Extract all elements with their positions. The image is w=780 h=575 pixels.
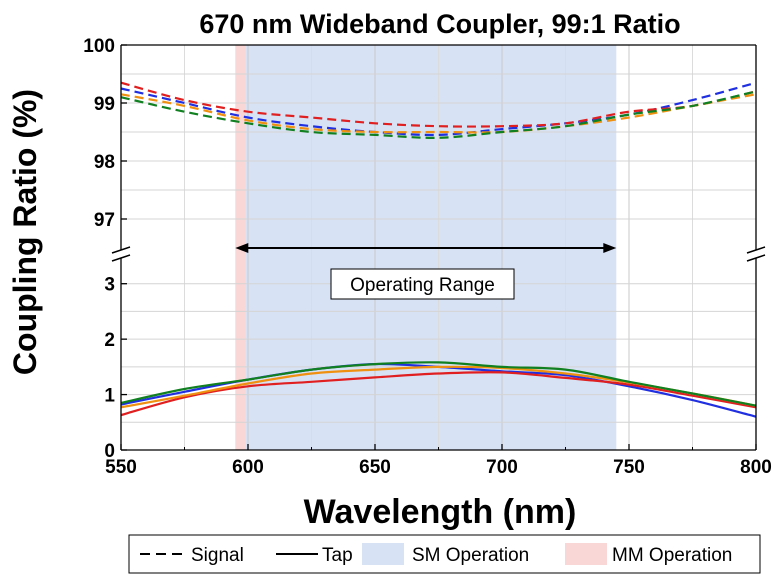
legend-label: SM Operation bbox=[412, 545, 529, 566]
y-tick-label-bottom: 2 bbox=[104, 330, 115, 351]
grid-lines bbox=[121, 45, 756, 450]
legend: Signal Tap SM Operation MM Operation bbox=[128, 534, 761, 574]
axis-break-mark bbox=[746, 254, 766, 262]
tap-line-7 bbox=[120, 361, 757, 407]
chart-title: 670 nm Wideband Coupler, 99:1 Ratio bbox=[199, 9, 680, 39]
signal-line-2 bbox=[120, 93, 757, 134]
operating-range-annotation: Operating Range bbox=[235, 243, 617, 300]
x-tick-label: 600 bbox=[232, 457, 264, 478]
x-tick-label: 750 bbox=[613, 457, 645, 478]
x-tick-label: 700 bbox=[486, 457, 518, 478]
y-axis-label: Coupling Ratio (%) bbox=[7, 89, 43, 375]
y-tick-label-top: 100 bbox=[83, 36, 115, 57]
legend-band-swatch bbox=[565, 543, 607, 565]
y-tick-label-bottom: 3 bbox=[104, 275, 115, 296]
axis-break-mark bbox=[111, 246, 131, 254]
operating-range-label: Operating Range bbox=[350, 275, 495, 296]
series-lines bbox=[120, 81, 757, 418]
x-tick-label: 650 bbox=[359, 457, 391, 478]
legend-label: Signal bbox=[191, 545, 244, 566]
tap-line-5 bbox=[120, 371, 757, 417]
legend-label: Tap bbox=[322, 545, 353, 566]
x-tick-label: 550 bbox=[105, 457, 137, 478]
y-tick-label-bottom: 1 bbox=[104, 386, 115, 407]
signal-line-3 bbox=[120, 90, 757, 139]
operating-range-box bbox=[330, 268, 515, 300]
y-tick-label-top: 99 bbox=[94, 94, 115, 115]
y-tick-label-top: 97 bbox=[94, 210, 115, 231]
y-tick-label-top: 98 bbox=[94, 152, 115, 173]
legend-box bbox=[128, 534, 761, 574]
axis-break-mark bbox=[111, 254, 131, 262]
signal-line-1 bbox=[120, 81, 757, 128]
legend-label: MM Operation bbox=[612, 545, 732, 566]
x-tick-label: 800 bbox=[740, 457, 772, 478]
axis-break-mark bbox=[746, 246, 766, 254]
x-axis-label: Wavelength (nm) bbox=[304, 493, 577, 531]
operating-range-arrow bbox=[235, 243, 617, 253]
axis-ticks: 550 600 650 700 750 800 97 98 99 100 0 1 2 3 bbox=[83, 36, 772, 478]
y-tick-label-bottom: 0 bbox=[104, 441, 115, 462]
legend-band-swatch bbox=[362, 543, 404, 565]
